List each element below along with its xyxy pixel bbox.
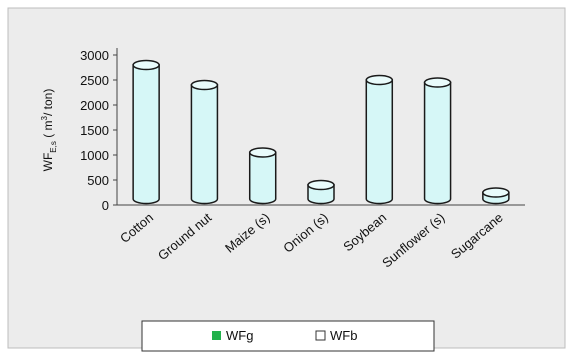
legend: WFg WFb bbox=[141, 320, 435, 352]
bar bbox=[307, 179, 335, 205]
legend-swatch-wfg bbox=[212, 331, 221, 340]
y-tick-label: 1000 bbox=[80, 148, 109, 163]
bar bbox=[365, 74, 394, 205]
legend-label-wfg: WFg bbox=[226, 328, 253, 343]
y-tick-label: 2500 bbox=[80, 73, 109, 88]
bar bbox=[423, 77, 452, 205]
bar bbox=[190, 79, 219, 205]
bar-top bbox=[190, 79, 219, 91]
y-axis-ticks: 0 500 1000 1500 2000 2500 3000 bbox=[80, 48, 117, 213]
y-tick-label: 1500 bbox=[80, 123, 109, 138]
bar-top bbox=[248, 147, 277, 158]
bar-top bbox=[132, 59, 160, 71]
bar bbox=[132, 59, 160, 205]
y-axis-title-main: WF bbox=[41, 153, 55, 172]
y-axis-title-units-end: / ton) bbox=[41, 89, 55, 116]
bars-group bbox=[132, 59, 510, 205]
chart-area-background bbox=[7, 7, 566, 349]
legend-swatch-wfb bbox=[315, 330, 326, 341]
bar-body bbox=[365, 79, 394, 205]
legend-box bbox=[141, 320, 435, 352]
bar-body bbox=[132, 64, 160, 205]
bar-top bbox=[482, 187, 510, 198]
y-tick-label: 500 bbox=[87, 173, 109, 188]
y-axis-title-subscript: E,s bbox=[49, 141, 58, 153]
y-axis-title: WFE,s ( m3/ ton) bbox=[40, 89, 58, 172]
bar-top bbox=[423, 77, 452, 88]
bar bbox=[248, 147, 277, 205]
y-axis-title-superscript: 3 bbox=[40, 115, 49, 120]
y-tick-label: 3000 bbox=[80, 48, 109, 63]
y-tick-label: 2000 bbox=[80, 98, 109, 113]
bar-body bbox=[423, 81, 452, 205]
bar bbox=[482, 187, 510, 205]
bar-body bbox=[190, 84, 219, 205]
bar-top bbox=[365, 74, 394, 86]
bar-top bbox=[307, 179, 335, 191]
legend-label-wfb: WFb bbox=[330, 328, 357, 343]
bar-body bbox=[248, 151, 277, 205]
y-tick-label: 0 bbox=[102, 198, 109, 213]
y-axis-title-units: ( m bbox=[41, 120, 55, 141]
